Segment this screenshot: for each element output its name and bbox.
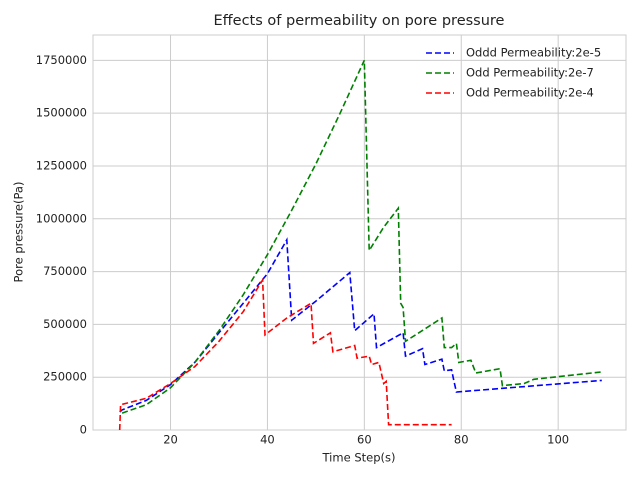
series-line	[118, 277, 452, 431]
x-tick-label: 40	[260, 433, 275, 447]
y-tick-label: 500000	[43, 317, 87, 331]
x-tick-label: 100	[547, 433, 569, 447]
lines	[118, 59, 602, 431]
y-axis-label: Pore pressure(Pa)	[12, 182, 26, 283]
plot-area	[92, 34, 627, 431]
legend-label: Odd Permeability:2e-7	[466, 66, 594, 80]
y-tick-label: 1750000	[36, 53, 87, 67]
legend-label: Odd Permeability:2e-4	[466, 86, 594, 100]
legend: Oddd Permeability:2e-5 Odd Permeability:2…	[426, 46, 601, 100]
x-tick-label: 60	[357, 433, 372, 447]
x-tick-label: 80	[454, 433, 469, 447]
y-tick-label: 0	[80, 423, 87, 437]
y-tick-label: 750000	[43, 264, 87, 278]
x-axis-label: Time Step(s)	[322, 451, 396, 465]
y-tick-label: 1500000	[36, 106, 87, 120]
y-tick-label: 1000000	[36, 211, 87, 225]
legend-label: Oddd Permeability:2e-5	[466, 46, 601, 60]
chart-title: Effects of permeability on pore pressure	[214, 13, 505, 29]
y-tick-label: 250000	[43, 370, 87, 384]
x-tick-label: 20	[163, 433, 178, 447]
series-line	[121, 59, 602, 414]
grid	[93, 35, 626, 431]
y-tick-label: 1250000	[36, 158, 87, 172]
